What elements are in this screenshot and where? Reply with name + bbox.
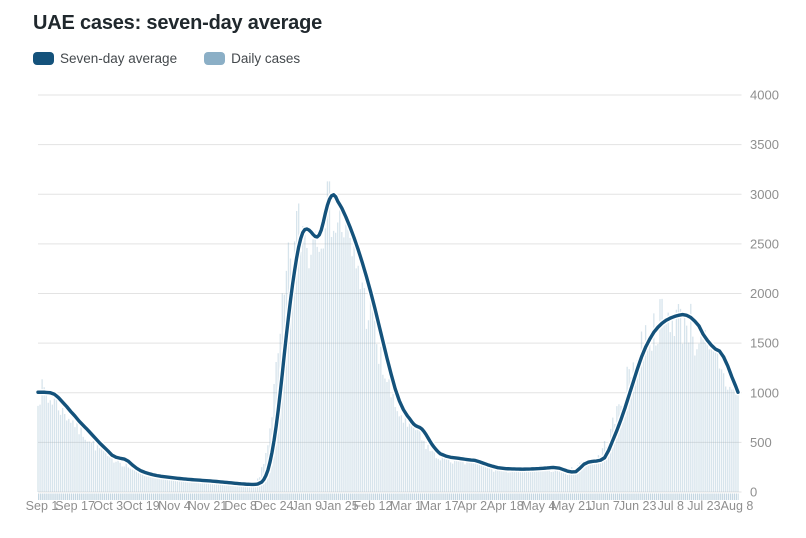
seven-day-average-line[interactable] [36, 193, 740, 487]
y-axis-label: 1500 [750, 336, 779, 351]
x-axis-label: Oct 19 [123, 499, 160, 513]
x-axis-label: Mar 17 [420, 499, 459, 513]
x-axis-label: Dec 8 [224, 499, 257, 513]
x-axis-label: Mar 1 [390, 499, 422, 513]
y-axis-label: 4000 [750, 88, 779, 103]
x-axis-label: Sep 17 [55, 499, 95, 513]
x-axis-label: Sep 1 [26, 499, 59, 513]
x-axis-label: Jul 8 [658, 499, 684, 513]
y-axis-label: 2000 [750, 286, 779, 301]
gridlines [38, 94, 742, 493]
x-axis-label: Jan 25 [321, 499, 359, 513]
y-axis-label: 3500 [750, 137, 779, 152]
seven-day-average-swatch [33, 52, 54, 65]
x-axis-label: Nov 4 [158, 499, 191, 513]
x-axis-label: Apr 18 [487, 499, 524, 513]
y-axis-label: 500 [750, 435, 772, 450]
y-axis-label: 0 [750, 485, 757, 500]
x-axis-label: Nov 21 [188, 499, 228, 513]
legend-item-seven-day-average: Seven-day average [33, 51, 177, 66]
legend: Seven-day average Daily cases [33, 51, 300, 66]
legend-item-daily-cases: Daily cases [204, 51, 300, 66]
x-axis-label: May 21 [551, 499, 592, 513]
x-axis-label: Jan 9 [292, 499, 323, 513]
x-axis-label: Jun 23 [619, 499, 657, 513]
y-axis-label: 2500 [750, 236, 779, 251]
y-axis-label: 1000 [750, 385, 779, 400]
seven-day-average-legend-label: Seven-day average [60, 51, 178, 66]
daily-cases-bars[interactable] [37, 181, 739, 492]
x-axis-label: May 4 [521, 499, 555, 513]
x-axis-label: Jun 7 [589, 499, 620, 513]
daily-cases-legend-label: Daily cases [231, 51, 301, 66]
x-axis-label: Jul 23 [687, 499, 720, 513]
y-axis-labels: 0 500 1000 1500 2000 2500 3000 3500 4000 [750, 88, 779, 500]
chart-title: UAE cases: seven-day average [33, 12, 323, 34]
daily-cases-swatch [204, 52, 226, 65]
x-axis-label: Apr 2 [457, 499, 487, 513]
x-axis-label: Dec 24 [254, 499, 294, 513]
x-axis-label: Aug 8 [721, 499, 754, 513]
x-axis-label: Oct 3 [93, 499, 123, 513]
y-axis-label: 3000 [750, 187, 779, 202]
x-axis-label: Feb 12 [354, 499, 393, 513]
